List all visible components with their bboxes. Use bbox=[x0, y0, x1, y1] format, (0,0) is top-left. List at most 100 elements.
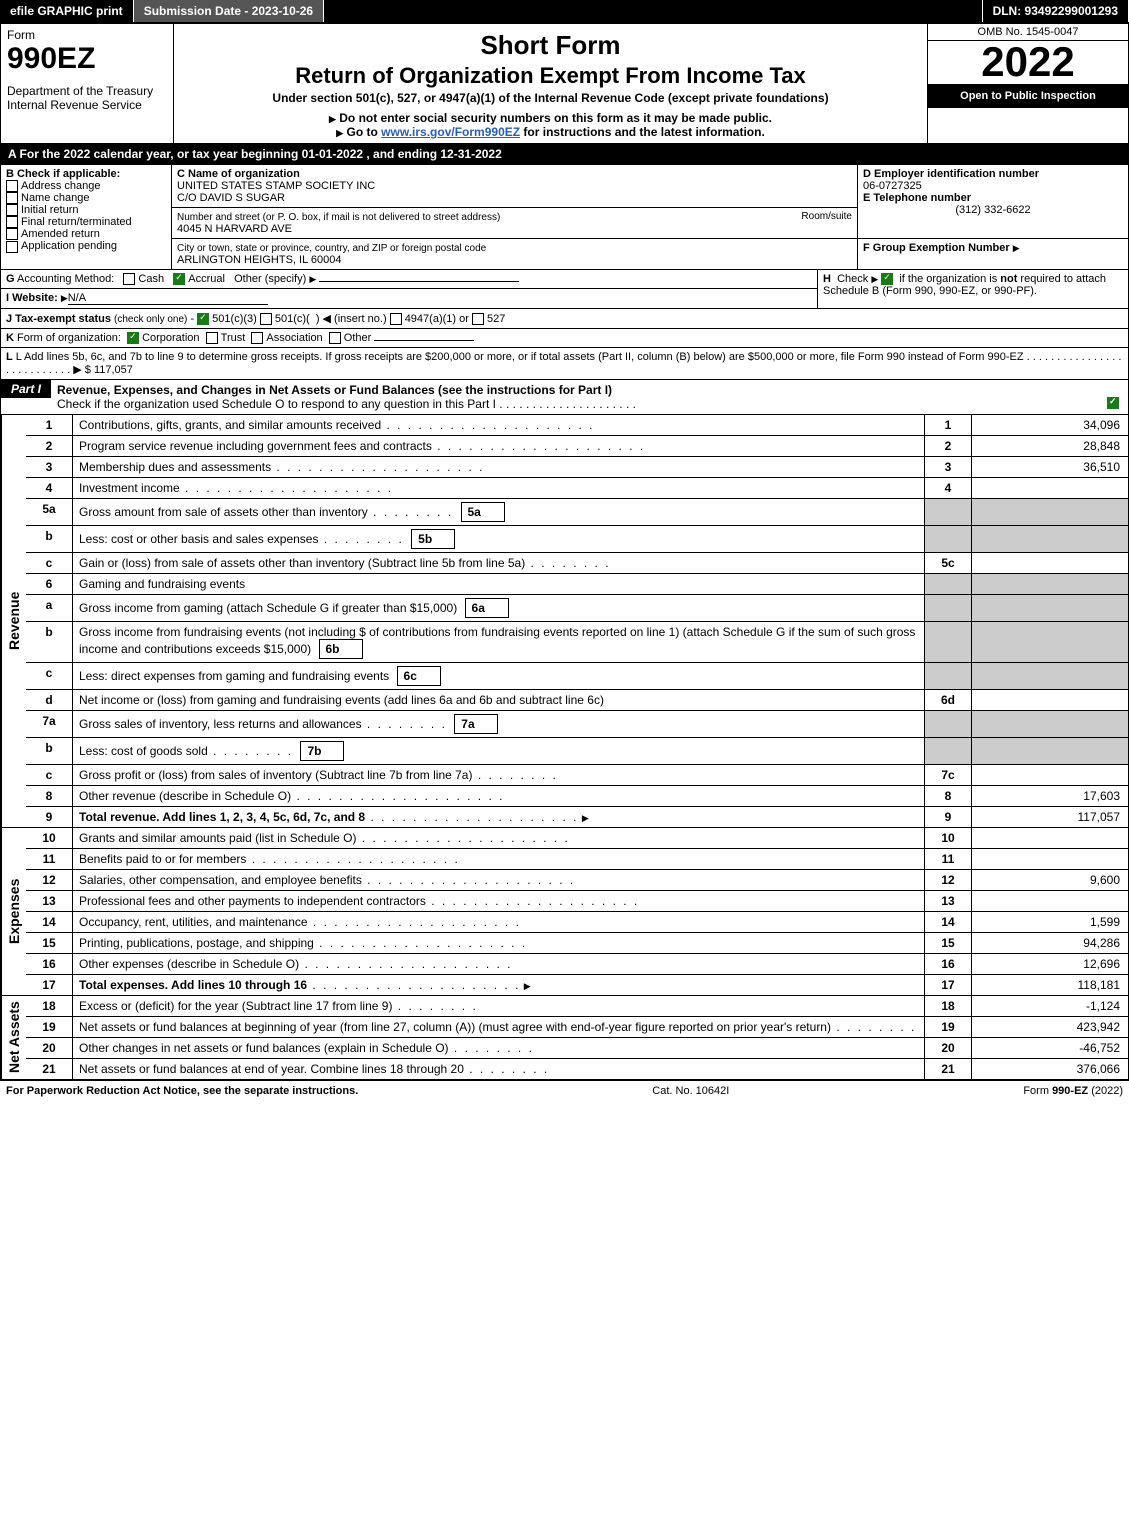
form-number: 990EZ bbox=[7, 42, 167, 76]
checkbox-final-return[interactable] bbox=[6, 216, 18, 228]
line-num: b bbox=[26, 526, 73, 552]
line-num: c bbox=[26, 765, 73, 785]
instructions-note: Go to www.irs.gov/Form990EZ for instruct… bbox=[346, 125, 764, 139]
line-desc: Gross profit or (loss) from sales of inv… bbox=[79, 768, 472, 782]
line-desc: Gross income from gaming (attach Schedul… bbox=[79, 601, 457, 615]
net-assets-side-label: Net Assets bbox=[1, 996, 26, 1079]
submission-date-button[interactable]: Submission Date - 2023-10-26 bbox=[134, 0, 324, 22]
dots bbox=[464, 1062, 549, 1076]
dots bbox=[362, 873, 575, 887]
line-num: 8 bbox=[26, 786, 73, 806]
checkbox-address-change[interactable] bbox=[6, 180, 18, 192]
b-item: Address change bbox=[21, 180, 101, 192]
line-desc: Other revenue (describe in Schedule O) bbox=[79, 789, 291, 803]
line-num: b bbox=[26, 622, 73, 662]
line-box: 13 bbox=[924, 891, 972, 911]
checkbox-cash[interactable] bbox=[123, 273, 135, 285]
arrow-icon bbox=[582, 810, 589, 824]
line-desc: Total expenses. Add lines 10 through 16 bbox=[79, 978, 307, 992]
checkbox-schedule-b[interactable] bbox=[881, 273, 893, 285]
line-num: 7a bbox=[26, 711, 73, 737]
arrow-icon bbox=[329, 111, 336, 125]
line-box: 1 bbox=[924, 415, 972, 435]
checkbox-assoc[interactable] bbox=[251, 332, 263, 344]
line-desc: Other expenses (describe in Schedule O) bbox=[79, 957, 299, 971]
line-num: 6 bbox=[26, 574, 73, 594]
line-value-gray bbox=[972, 526, 1128, 552]
room-label: Room/suite bbox=[801, 211, 852, 222]
checkbox-name-change[interactable] bbox=[6, 192, 18, 204]
checkbox-other-org[interactable] bbox=[329, 332, 341, 344]
c-label: C Name of organization bbox=[177, 168, 300, 180]
arrow-icon bbox=[336, 125, 343, 139]
efile-print-button[interactable]: efile GRAPHIC print bbox=[0, 0, 134, 22]
line-box: 12 bbox=[924, 870, 972, 890]
b-label: B Check if applicable: bbox=[6, 168, 120, 180]
dots bbox=[449, 1041, 534, 1055]
checkbox-corp[interactable] bbox=[127, 332, 139, 344]
dots bbox=[432, 439, 645, 453]
irs-link[interactable]: www.irs.gov/Form990EZ bbox=[381, 125, 520, 139]
part1-header: Part I Revenue, Expenses, and Changes in… bbox=[0, 380, 1129, 415]
line-box: 5c bbox=[924, 553, 972, 573]
line-box: 9 bbox=[924, 807, 972, 827]
checkbox-accrual[interactable] bbox=[173, 273, 185, 285]
other-org-field[interactable] bbox=[374, 340, 474, 341]
dots bbox=[368, 505, 453, 519]
line-num: 20 bbox=[26, 1038, 73, 1058]
checkbox-schedule-o[interactable] bbox=[1107, 397, 1119, 409]
dept-label: Department of the Treasury Internal Reve… bbox=[7, 84, 167, 112]
arrow-icon bbox=[524, 978, 531, 992]
line-value: 17,603 bbox=[972, 786, 1128, 806]
line-value: 12,696 bbox=[972, 954, 1128, 974]
dots bbox=[299, 957, 512, 971]
line-box: 7c bbox=[924, 765, 972, 785]
street-address: 4045 N HARVARD AVE bbox=[177, 223, 292, 235]
checkbox-501c3[interactable] bbox=[197, 313, 209, 325]
line-value bbox=[972, 553, 1128, 573]
line-value-gray bbox=[972, 622, 1128, 662]
line-desc: Net assets or fund balances at beginning… bbox=[79, 1020, 831, 1034]
warning-ssn: Do not enter social security numbers on … bbox=[339, 111, 772, 125]
city-value: ARLINGTON HEIGHTS, IL 60004 bbox=[177, 254, 341, 266]
line-desc: Occupancy, rent, utilities, and maintena… bbox=[79, 915, 308, 929]
inner-box: 6b bbox=[319, 639, 363, 659]
checkbox-501c[interactable] bbox=[260, 313, 272, 325]
line-value bbox=[972, 765, 1128, 785]
website-field[interactable]: N/A bbox=[68, 292, 268, 305]
arrow-icon bbox=[1013, 242, 1020, 254]
line-box-gray bbox=[924, 711, 972, 737]
line-box: 19 bbox=[924, 1017, 972, 1037]
line-num: b bbox=[26, 738, 73, 764]
page-footer: For Paperwork Reduction Act Notice, see … bbox=[0, 1080, 1129, 1101]
line-desc: Gross amount from sale of assets other t… bbox=[79, 505, 368, 519]
line-value: 94,286 bbox=[972, 933, 1128, 953]
checkbox-initial-return[interactable] bbox=[6, 204, 18, 216]
line-l-value: 117,057 bbox=[94, 364, 133, 376]
line-box-gray bbox=[924, 499, 972, 525]
line-num: 21 bbox=[26, 1059, 73, 1079]
line-desc: Gain or (loss) from sale of assets other… bbox=[79, 556, 525, 570]
line-box: 2 bbox=[924, 436, 972, 456]
checkbox-trust[interactable] bbox=[206, 332, 218, 344]
dots bbox=[246, 852, 459, 866]
org-name: UNITED STATES STAMP SOCIETY INC bbox=[177, 180, 375, 192]
line-value-gray bbox=[972, 595, 1128, 621]
checkbox-pending[interactable] bbox=[6, 241, 18, 253]
line-desc: Net assets or fund balances at end of ye… bbox=[79, 1062, 464, 1076]
other-method-field[interactable] bbox=[319, 281, 519, 282]
top-spacer bbox=[324, 0, 982, 22]
line-num: 4 bbox=[26, 478, 73, 498]
dots bbox=[381, 418, 594, 432]
ein-value: 06-0727325 bbox=[863, 180, 922, 192]
checkbox-4947[interactable] bbox=[390, 313, 402, 325]
subtitle: Under section 501(c), 527, or 4947(a)(1)… bbox=[182, 91, 919, 105]
arrow-icon bbox=[61, 292, 68, 304]
dln-label: DLN: 93492299001293 bbox=[983, 0, 1129, 22]
line-num: 19 bbox=[26, 1017, 73, 1037]
checkbox-527[interactable] bbox=[472, 313, 484, 325]
dots bbox=[365, 810, 578, 824]
checkbox-amended[interactable] bbox=[6, 228, 18, 240]
line-value-gray bbox=[972, 711, 1128, 737]
arrow-icon bbox=[871, 273, 878, 285]
